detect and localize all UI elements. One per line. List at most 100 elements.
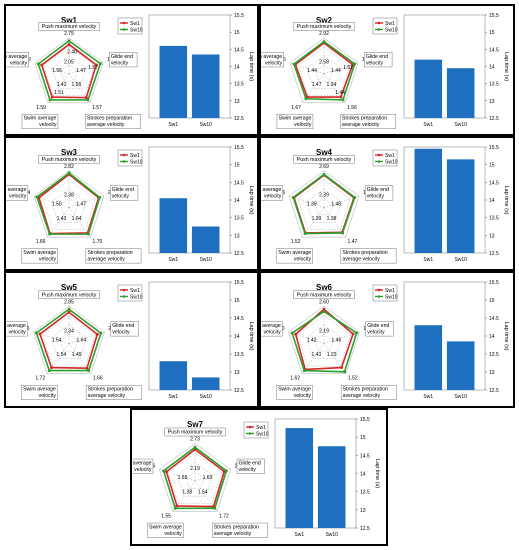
radar-axis-label: velocity [112,330,130,336]
radar-inner-label: 1.44 [331,68,341,74]
radar-axis-label: Push maximum velocity [168,430,223,436]
radar-axis-label: Push maximum velocity [297,24,352,30]
bar-y-tick-label: 15 [234,30,240,36]
radar-axis-label: velocity [112,194,130,200]
radar-axis-label: Push maximum velocity [42,292,97,298]
radar-axis-label: Lap average [132,461,152,467]
radar-axis-label: velocity [294,257,312,263]
radar-point [213,506,217,510]
radar-axis-label-box [6,321,28,337]
bar-y-axis-label: Lap time (s) [248,52,254,81]
chart-svg: Sw62.601.721.521.621.802.191.461.231.431… [261,280,509,400]
radar-axis-label: velocity [265,60,283,66]
radar-scale-label: 1.56 [347,105,357,111]
radar-axis-label-box [85,248,142,264]
bar [191,226,220,253]
radar-mid-label: 1.57 [88,65,98,71]
bar-y-tick-label: 15 [234,163,240,169]
radar-axis-label: velocity [367,330,385,336]
radar-grid-ring [305,324,343,359]
bar-y-tick-label: 15.5 [360,417,370,423]
radar-point [164,470,168,474]
radar-series-line [39,311,99,370]
radar-point [67,39,71,43]
radar-inner-label: 1.47 [76,201,86,207]
radar-grid-ring [34,37,104,104]
radar-axis-label: Glide end [367,323,389,329]
bar-x-tick-label: Sw1 [168,122,178,128]
chart-svg: Sw32.822.031.701.661.842.381.471.641.431… [6,145,254,264]
radar-axis-label: velocity [10,60,28,66]
radar-grid-ring [159,443,231,512]
radar-grid-ring [185,471,205,489]
panel-sw6: Sw62.601.721.521.621.802.191.461.231.431… [259,271,515,408]
radar-series-line [291,310,358,373]
bar [159,198,188,253]
radar-scale-label: 2.73 [190,437,200,443]
radar-axis-label: Strokes preparation [342,116,387,122]
radar-mid-label: 1.51 [54,90,64,96]
bar-y-tick-label: 13 [489,370,495,376]
radar-axis-label: Glide end [112,187,134,193]
radar-axis-label-box [21,385,58,400]
radar-point [303,232,307,236]
radar-axis-label: Lap average [6,323,26,329]
radar-axis-label: Strokes preparation [87,250,132,256]
bar-y-tick-label: 13 [489,99,495,105]
bar-x-tick-label: Sw1 [294,532,304,538]
radar-grid-ring [51,55,87,89]
radar-series-line [40,43,98,99]
bar-y-tick-label: 13.5 [360,490,370,496]
radar-axis-label: Lap average [6,54,27,60]
radar-scale-label: 1.66 [93,376,103,382]
bar-y-tick-label: 15.5 [234,280,244,286]
radar-point [99,331,103,335]
radar-inner-label: 1.48 [331,201,341,207]
bar-y-tick-label: 14 [234,334,240,340]
radar-inner-label: 1.38 [327,216,337,222]
bar-y-tick-label: 14.5 [489,47,499,53]
radar-spoke [47,207,70,238]
radar-axis-label-box [276,385,313,400]
radar-axis-label-box [6,185,29,201]
radar-inner-label: 1.47 [76,68,86,74]
radar-axis-label: Push maximum velocity [42,157,97,163]
radar-point [291,195,295,199]
bar-y-tick-label: 14 [234,198,240,204]
radar-axis-label-box [110,321,139,337]
bar [446,341,475,390]
bar-y-tick-label: 13 [234,370,240,376]
radar-axis-label: velocity [165,531,183,537]
radar-point [343,370,347,374]
chart-svg: Sw22.921.671.561.671.952.581.441.341.471… [261,13,509,129]
radar-axis-label: Lap average [261,54,282,60]
bar-y-tick-label: 14.5 [489,180,499,186]
bar-y-tick-label: 15.5 [234,13,244,19]
radar-axis-label-box [85,385,142,400]
bar [191,377,220,390]
radar-axis-label: velocity [264,194,282,200]
bar-y-tick-label: 15.5 [234,145,244,151]
radar-point [292,62,296,66]
radar-grid-ring [59,333,79,352]
bar-y-tick-label: 13.5 [234,352,244,358]
bar-y-tick-label: 13.5 [489,82,499,88]
panel-sw5: Sw52.852.171.661.721.762.341.641.491.541… [4,271,259,408]
legend-marker [122,288,126,292]
bar-y-tick-label: 12.5 [360,526,370,532]
radar-point [49,366,53,370]
radar-series-line [293,40,356,101]
radar-inner-label: 1.64 [72,216,82,222]
radar-point [341,231,345,235]
bar-y-tick-label: 14.5 [360,453,370,459]
radar-inner-label: 1.46 [332,337,342,343]
radar-axis-label: Strokes preparation [343,387,388,393]
bar [285,428,314,528]
bar [414,59,443,118]
radar-axis-label: velocity [39,393,57,399]
radar-axis-label: velocity [8,330,26,336]
radar-grid-ring [297,315,351,367]
radar-axis-label: Glide end [239,461,261,467]
radar-axis-label-box [38,22,100,31]
radar-axis-label: velocity [239,467,257,473]
